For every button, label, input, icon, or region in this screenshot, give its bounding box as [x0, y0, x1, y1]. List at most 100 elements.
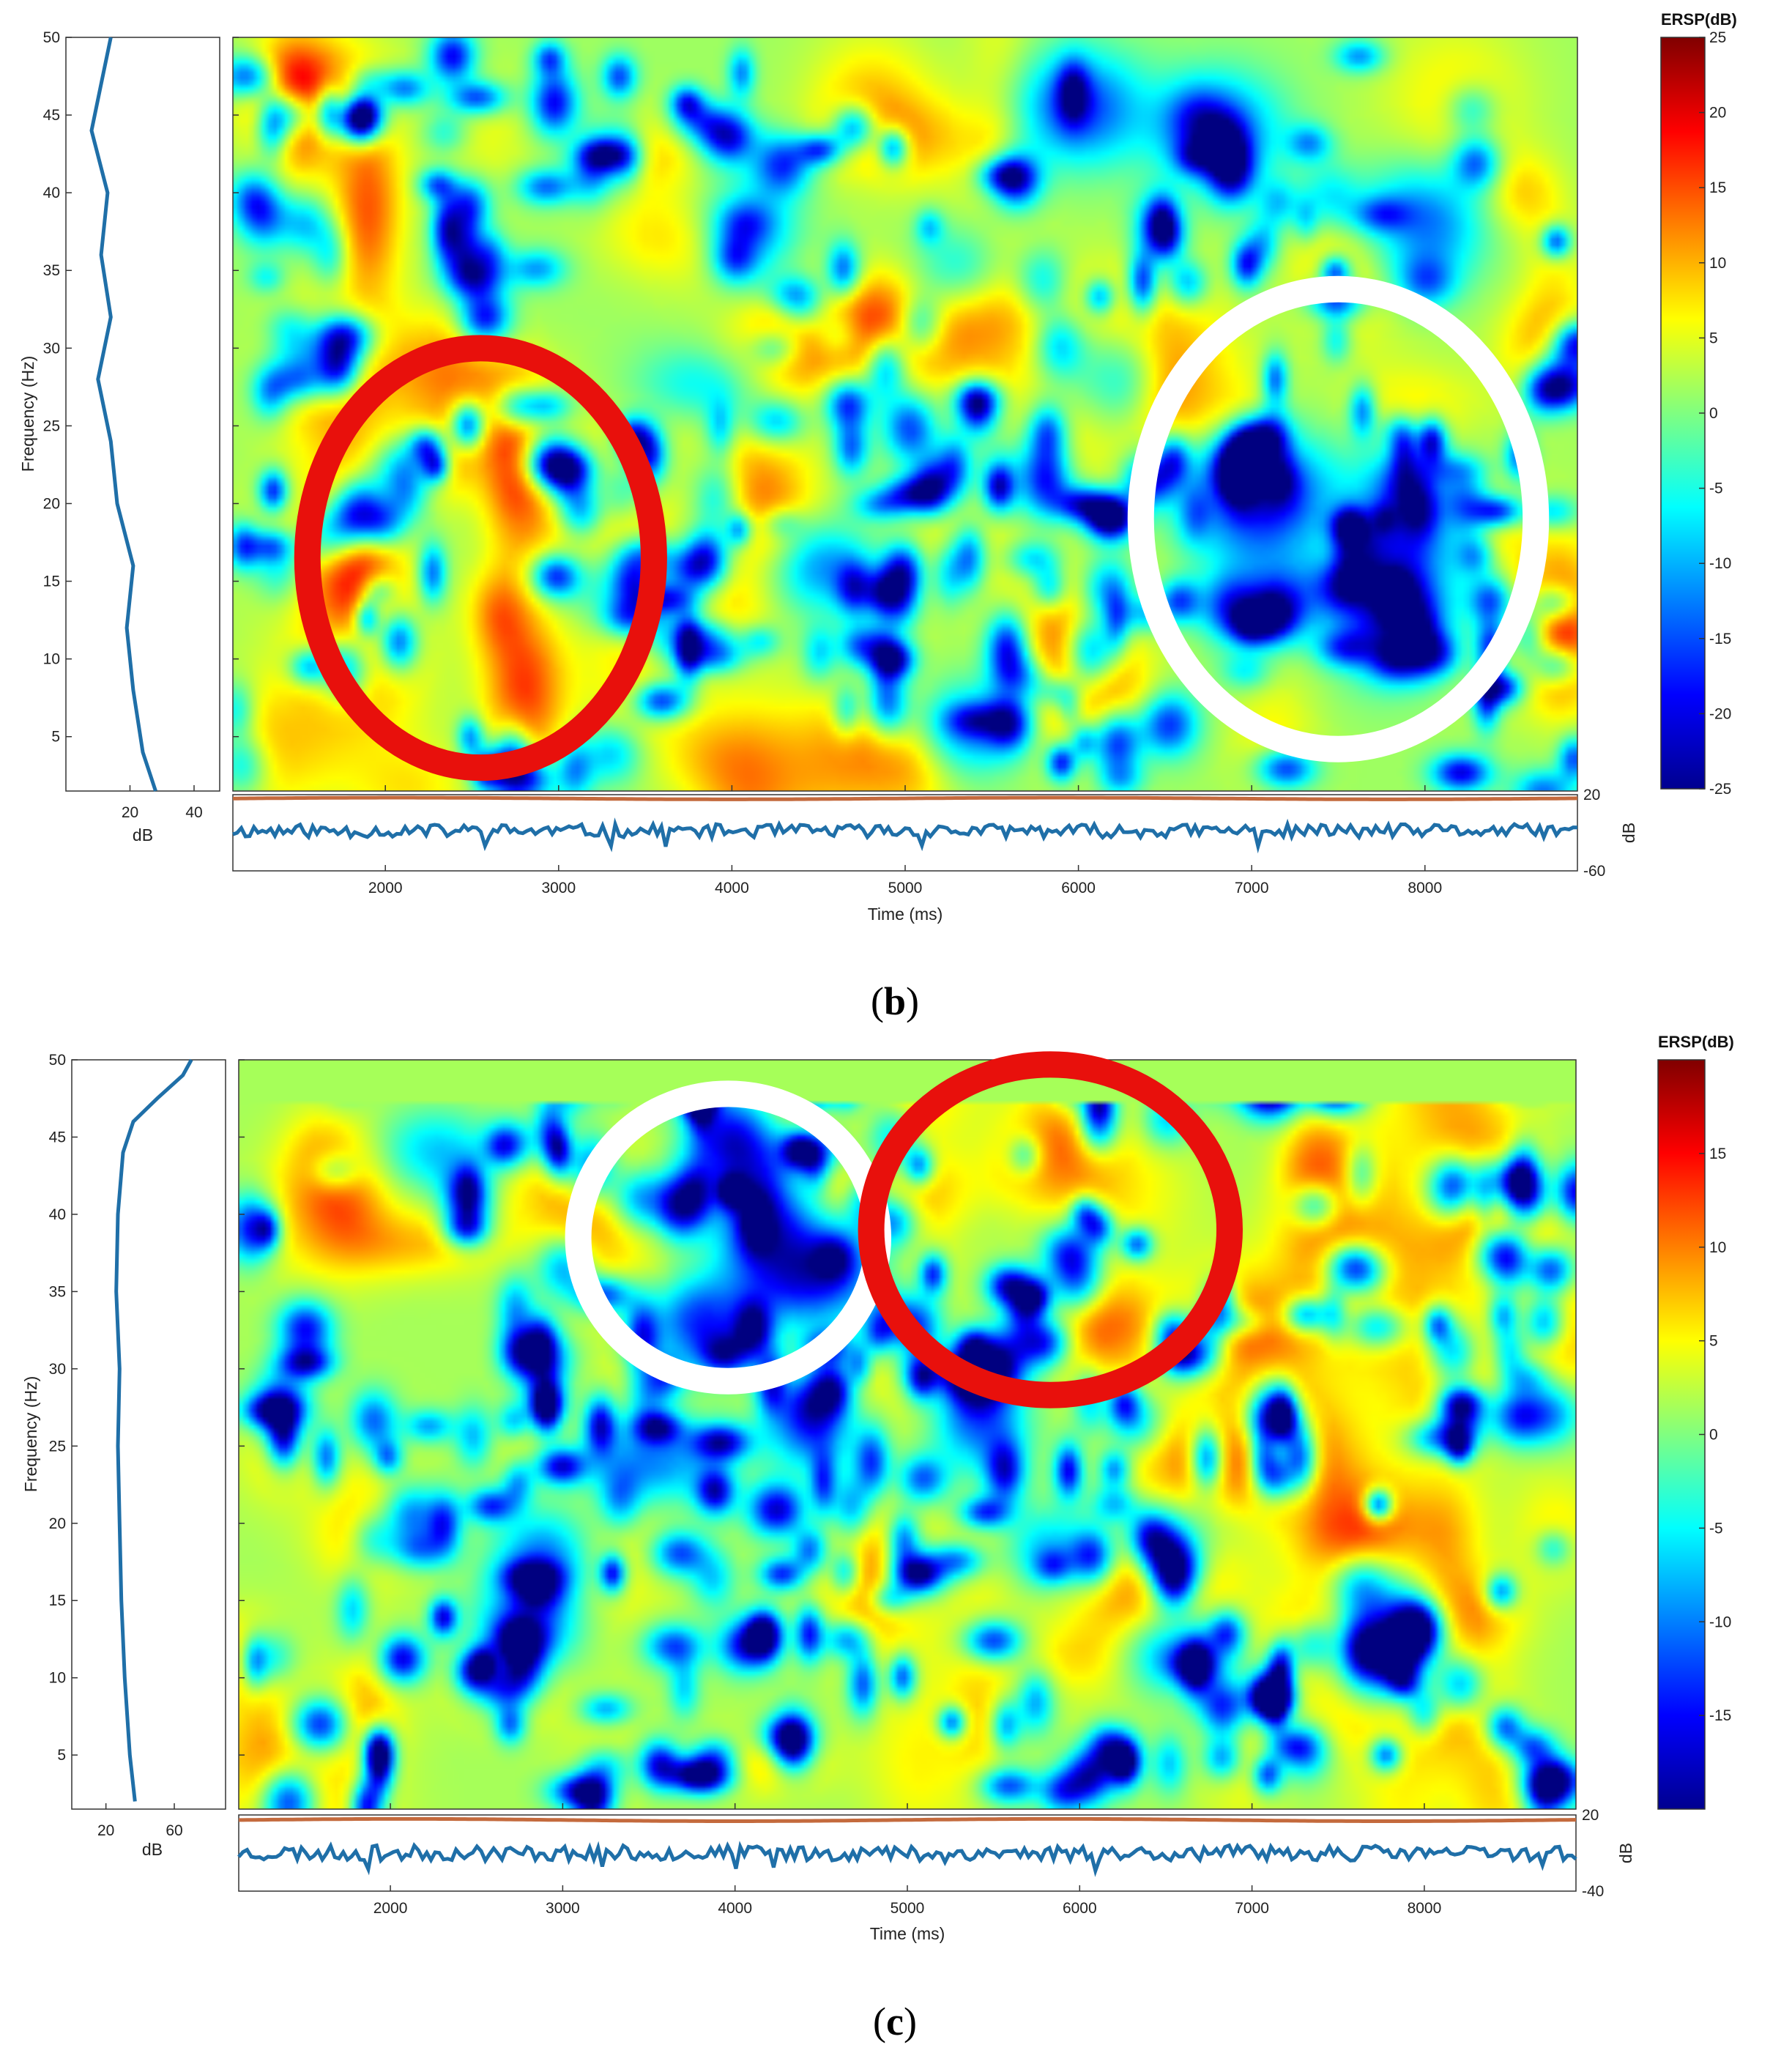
ersp-heatmap-b: [232, 37, 1578, 792]
colorbar-tick-label: 10: [1709, 1239, 1726, 1256]
marginal-xlabel: dB: [133, 825, 153, 844]
ersp-heatmap-c: [238, 1059, 1577, 1810]
marginal-x-ticks: 20 60: [97, 1803, 183, 1839]
y-tick-label: 20: [43, 495, 60, 512]
colorbar-tick-label: 20: [1709, 105, 1726, 122]
marginal-xlabel: dB: [142, 1840, 163, 1859]
x-tick-label: 6000: [1063, 1900, 1097, 1917]
marginal-tick-label: 20: [97, 1822, 114, 1839]
y-tick-label: 25: [43, 417, 60, 434]
white-highlight-ellipse: [1127, 275, 1550, 762]
y-tick-label: 35: [43, 262, 60, 279]
x-tick-label: 5000: [891, 1900, 925, 1917]
y-tick-label: 10: [43, 651, 60, 668]
x-axis-label: Time (ms): [868, 905, 943, 924]
colorbar-ticks: 15 10 5 0 -5 -10 -15: [1699, 1146, 1731, 1724]
colorbar-tick-label: -20: [1709, 705, 1731, 722]
x-tick-label: 4000: [718, 1900, 752, 1917]
x-tick-label: 7000: [1235, 1900, 1269, 1917]
y-tick-label: 15: [43, 573, 60, 590]
x-axis-label: Time (ms): [870, 1924, 945, 1943]
frequency-ticks: 5 10 15 20 25 30 35 40 45 50: [43, 29, 239, 746]
colorbar-tick-label: 5: [1709, 1333, 1718, 1350]
y-axis-label: Frequency (Hz): [21, 1376, 40, 1492]
y-axis-label: Frequency (Hz): [18, 356, 37, 472]
colorbar-title: ERSP(dB): [1661, 10, 1737, 29]
y-tick-label: 45: [49, 1129, 66, 1146]
lower-trace-line: [232, 817, 1578, 854]
colorbar-gradient: [1658, 1060, 1705, 1809]
time-ticks: 2000 3000 4000 5000 6000 7000 8000: [373, 1803, 1442, 1917]
annotation-layer-c: [565, 1051, 1243, 1408]
colorbar-title: ERSP(dB): [1658, 1033, 1734, 1051]
trace-y-ticks: 20 -60: [1583, 787, 1605, 880]
marginal-tick-label: 20: [122, 804, 138, 821]
x-tick-label: 3000: [541, 880, 576, 896]
mean-power-curve: [89, 37, 157, 792]
colorbar-tick-label: -10: [1709, 1614, 1731, 1630]
frequency-ticks: 5 10 15 20 25 30 35 40 45 50: [49, 1052, 245, 1764]
colorbar-b: ERSP(dB) 25 20 15 10 5 0 -5 -10 -15 -20 -25: [1660, 10, 1737, 798]
colorbar-tick-label: -15: [1709, 1707, 1731, 1724]
heatmap-image: [233, 37, 1577, 791]
lower-trace-line: [237, 1841, 1577, 1877]
trace-y-ticks: 20 -40: [1582, 1807, 1604, 1900]
x-tick-label: 8000: [1408, 1900, 1442, 1917]
x-tick-label: 4000: [715, 880, 749, 896]
y-tick-label: 10: [49, 1670, 66, 1687]
trace-tick-label: 20: [1583, 787, 1600, 803]
trace-tick-label: 20: [1582, 1807, 1599, 1824]
y-tick-label: 45: [43, 107, 60, 124]
colorbar-tick-label: -25: [1709, 781, 1731, 798]
panel-label-b: (b): [871, 979, 919, 1023]
colorbar-tick-label: 0: [1709, 1427, 1718, 1444]
red-highlight-ellipse: [294, 335, 667, 782]
marginal-tick-label: 60: [166, 1822, 182, 1839]
y-tick-label: 35: [49, 1283, 66, 1300]
x-tick-label: 3000: [546, 1900, 580, 1917]
colorbar-gradient: [1661, 37, 1705, 789]
x-tick-label: 5000: [888, 880, 923, 896]
colorbar-c: ERSP(dB) 15 10 5 0 -5 -10 -15: [1657, 1033, 1734, 1810]
bottom-trace-b: 2000 3000 4000 5000 6000 7000 8000 20 -60 dB Ti…: [232, 785, 1638, 924]
colorbar-tick-label: -5: [1709, 1520, 1723, 1537]
y-tick-label: 50: [43, 29, 60, 46]
y-tick-label: 5: [57, 1747, 66, 1764]
y-tick-label: 15: [49, 1592, 66, 1609]
x-tick-label: 8000: [1408, 880, 1442, 896]
colorbar-tick-label: -5: [1709, 480, 1723, 497]
trace-tick-label: -40: [1582, 1883, 1604, 1900]
upper-trace-line: [239, 1816, 1576, 1823]
marginal-frame: [71, 1059, 226, 1810]
colorbar-tick-label: -15: [1709, 631, 1731, 647]
colorbar-tick-label: 5: [1709, 330, 1718, 346]
annotation-layer-b: [294, 275, 1550, 782]
y-tick-label: 20: [49, 1515, 66, 1532]
marginal-x-ticks: 20 40: [122, 785, 203, 821]
upper-trace-line: [233, 795, 1578, 801]
panel-label-c: (c): [873, 2000, 917, 2043]
x-tick-label: 2000: [373, 1900, 408, 1917]
trace-tick-label: -60: [1583, 863, 1605, 880]
y-tick-label: 30: [49, 1361, 66, 1378]
y-tick-label: 50: [49, 1052, 66, 1069]
trace-ylabel: dB: [1619, 823, 1638, 843]
colorbar-tick-label: 15: [1709, 179, 1726, 196]
time-ticks: 2000 3000 4000 5000 6000 7000 8000: [368, 785, 1442, 896]
x-tick-label: 6000: [1061, 880, 1096, 896]
trace-frame: [232, 794, 1578, 872]
heatmap-image: [239, 1060, 1576, 1809]
mean-power-curve: [114, 1058, 193, 1802]
y-tick-label: 40: [49, 1206, 66, 1223]
bottom-trace-c: 2000 3000 4000 5000 6000 7000 8000 20 -40 dB Ti…: [237, 1803, 1635, 1943]
colorbar-tick-label: 10: [1709, 255, 1726, 272]
colorbar-tick-label: 0: [1709, 405, 1718, 422]
y-tick-label: 5: [51, 729, 60, 746]
marginal-tick-label: 40: [185, 804, 202, 821]
trace-ylabel: dB: [1616, 1843, 1635, 1863]
marginal-frame: [65, 37, 220, 792]
